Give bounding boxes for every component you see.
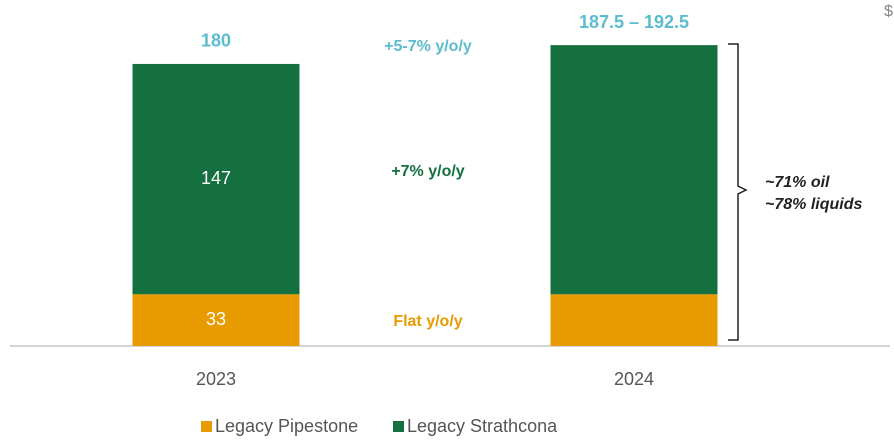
bar-segment xyxy=(132,294,300,346)
legend-swatch xyxy=(201,421,212,432)
corner-text: $ xyxy=(884,3,893,20)
annotation: Flat y/o/y xyxy=(393,313,462,330)
bar-segment xyxy=(550,294,718,346)
data-label: 33 xyxy=(206,309,226,329)
x-tick-label: 2024 xyxy=(614,369,654,389)
x-tick-label: 2023 xyxy=(196,369,236,389)
total-label: 187.5 – 192.5 xyxy=(579,12,689,32)
legend-label: Legacy Strathcona xyxy=(407,416,558,436)
annotation: +7% y/o/y xyxy=(391,163,464,180)
bar-segment xyxy=(550,45,718,295)
total-label: 180 xyxy=(201,31,231,51)
bracket xyxy=(728,43,748,341)
annotation: +5-7% y/o/y xyxy=(384,38,472,55)
bracket-label: ~78% liquids xyxy=(765,196,862,213)
legend-label: Legacy Pipestone xyxy=(215,416,358,436)
bar-segment xyxy=(132,63,300,295)
legend-swatch xyxy=(393,421,404,432)
data-label: 147 xyxy=(201,168,231,188)
bracket-label: ~71% oil xyxy=(765,174,830,191)
